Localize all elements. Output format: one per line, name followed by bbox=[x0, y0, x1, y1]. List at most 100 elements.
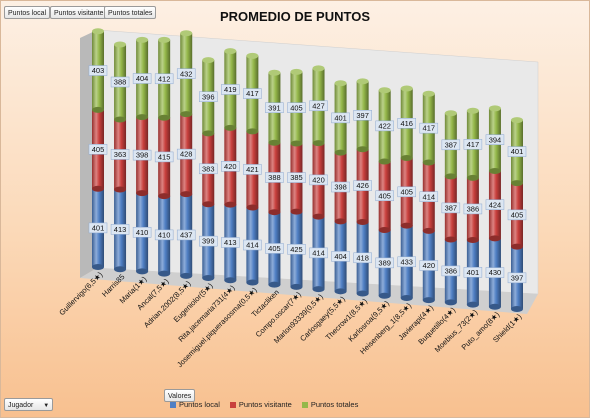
bar-totales-base bbox=[444, 173, 457, 180]
data-label-box bbox=[154, 229, 174, 241]
bar-top-cap bbox=[268, 69, 281, 76]
data-label-box bbox=[199, 163, 218, 175]
bar-local-base bbox=[511, 306, 523, 312]
legend-label-visitante: Puntos visitante bbox=[238, 400, 292, 409]
data-label: 424 bbox=[489, 200, 502, 209]
data-label: 401 bbox=[467, 268, 480, 277]
data-label: 417 bbox=[423, 124, 436, 133]
filter-puntos-totales-button[interactable]: Puntos totales bbox=[104, 6, 157, 19]
data-label: 413 bbox=[114, 225, 127, 234]
bar-visitante-base bbox=[290, 208, 303, 215]
data-label: 414 bbox=[312, 248, 325, 257]
data-label-box bbox=[309, 174, 328, 186]
bar-local-base bbox=[466, 301, 479, 308]
data-label-box bbox=[507, 272, 527, 284]
data-label: 397 bbox=[511, 273, 524, 282]
data-label-box bbox=[221, 161, 240, 172]
data-label-box bbox=[441, 265, 461, 277]
jugador-field-dropdown[interactable]: Jugador ▼ bbox=[4, 398, 54, 411]
data-label: 383 bbox=[202, 164, 215, 173]
data-label-box bbox=[132, 227, 152, 238]
bar-totales-base bbox=[334, 149, 347, 156]
bar-totales-base bbox=[158, 114, 171, 121]
bar-local-base bbox=[202, 275, 215, 282]
data-label-box bbox=[485, 199, 505, 210]
bar-local-base bbox=[422, 297, 435, 304]
data-label-box bbox=[132, 149, 152, 161]
bar-visitante-base bbox=[488, 235, 501, 242]
data-label: 389 bbox=[378, 258, 391, 267]
bar-totales-base bbox=[180, 111, 193, 118]
data-label: 414 bbox=[246, 241, 259, 250]
bar-totales-base bbox=[312, 140, 325, 147]
values-field-button[interactable]: Valores bbox=[164, 389, 196, 402]
legend-item-visitante: Puntos visitante bbox=[229, 400, 292, 409]
data-label-box bbox=[265, 243, 284, 254]
data-label-box bbox=[176, 148, 196, 160]
bar-local-base bbox=[114, 266, 127, 273]
data-label-box bbox=[221, 84, 240, 95]
bar-visitante-base bbox=[114, 186, 127, 193]
data-label-box bbox=[176, 229, 196, 241]
data-label: 417 bbox=[467, 140, 480, 149]
data-label: 415 bbox=[158, 153, 171, 162]
data-label: 401 bbox=[334, 113, 347, 122]
data-label-box bbox=[463, 139, 483, 150]
data-label-box bbox=[199, 91, 218, 103]
bar-top-cap bbox=[356, 78, 369, 85]
data-label: 420 bbox=[224, 162, 237, 171]
bar-local-base bbox=[378, 292, 391, 299]
data-label-box bbox=[287, 102, 306, 113]
legend-swatch-local bbox=[170, 401, 176, 408]
data-label: 410 bbox=[136, 228, 149, 237]
data-label: 428 bbox=[180, 150, 193, 159]
data-label-box bbox=[287, 244, 306, 255]
bar-totales-base bbox=[422, 159, 435, 166]
bar-totales-base bbox=[488, 168, 501, 175]
bar-top-cap bbox=[202, 57, 215, 64]
data-label: 420 bbox=[312, 176, 325, 185]
bar-top-cap bbox=[136, 36, 149, 43]
data-label: 403 bbox=[92, 66, 105, 75]
filter-puntos-local-button[interactable]: Puntos local bbox=[4, 6, 51, 19]
data-label-box bbox=[375, 190, 394, 202]
bar-local-base bbox=[290, 283, 303, 290]
bar-local-base bbox=[400, 294, 413, 301]
data-label: 405 bbox=[268, 244, 281, 253]
bar-top-cap bbox=[488, 105, 501, 112]
bar-local-base bbox=[136, 268, 149, 275]
bar-top-cap bbox=[158, 36, 171, 43]
data-label: 386 bbox=[445, 267, 458, 276]
data-label: 422 bbox=[378, 121, 391, 130]
bar-local-base bbox=[334, 288, 347, 295]
data-label-box bbox=[88, 65, 108, 76]
data-label-box bbox=[507, 209, 527, 221]
bar-top-cap bbox=[400, 85, 413, 92]
data-label: 405 bbox=[400, 187, 413, 196]
data-label-box bbox=[441, 202, 461, 214]
bar-local-base bbox=[268, 281, 281, 288]
data-label-box bbox=[397, 256, 416, 268]
data-label-box bbox=[419, 260, 439, 271]
bar-visitante-base bbox=[378, 226, 391, 233]
bar-top-cap bbox=[246, 52, 259, 59]
data-label: 410 bbox=[158, 230, 171, 239]
bar-visitante-base bbox=[224, 201, 237, 208]
data-label-box bbox=[154, 73, 174, 85]
chart-floor bbox=[80, 268, 538, 314]
data-label: 398 bbox=[334, 183, 347, 192]
data-label: 433 bbox=[400, 257, 413, 266]
bar-totales-base bbox=[246, 128, 259, 135]
data-label-box bbox=[243, 88, 262, 99]
data-label: 394 bbox=[489, 135, 502, 144]
data-label: 405 bbox=[511, 210, 524, 219]
bar-visitante-base bbox=[466, 237, 479, 244]
bar-visitante-base bbox=[268, 209, 281, 216]
bar-totales-base bbox=[466, 174, 479, 181]
data-label-box bbox=[176, 68, 196, 79]
legend-label-totales: Puntos totales bbox=[310, 400, 359, 409]
bar-local-base bbox=[444, 299, 457, 306]
data-label: 425 bbox=[290, 245, 303, 254]
data-label-box bbox=[353, 110, 372, 121]
bar-top-cap bbox=[92, 28, 104, 35]
